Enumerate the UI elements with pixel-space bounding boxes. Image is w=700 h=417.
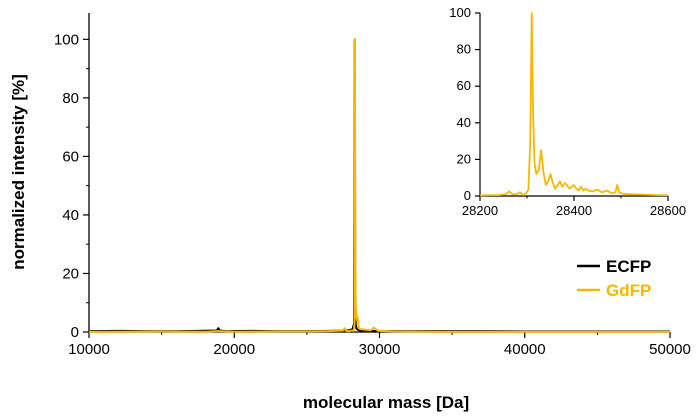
legend: ECFP GdFP bbox=[577, 257, 651, 300]
x-axis-title: molecular mass [Da] bbox=[303, 393, 469, 412]
x-tick-label: 28200 bbox=[462, 203, 498, 218]
y-tick-label: 100 bbox=[54, 31, 79, 48]
x-tick-label: 20000 bbox=[213, 341, 255, 358]
inset-plot: 0 20 40 60 80 100 28200 28400 28600 bbox=[449, 5, 686, 218]
x-tick-label: 50000 bbox=[649, 341, 691, 358]
inset-series-lines bbox=[479, 12, 669, 197]
y-tick-label: 80 bbox=[457, 42, 471, 57]
series-line-gdfp bbox=[89, 38, 670, 333]
x-tick-label: 30000 bbox=[359, 341, 401, 358]
series-line-ecfp bbox=[88, 38, 670, 333]
x-tick-label: 28400 bbox=[556, 203, 592, 218]
y-tick-label: 20 bbox=[62, 265, 79, 282]
inset-y-ticks: 0 20 40 60 80 100 bbox=[449, 5, 480, 203]
inset-x-ticks: 28200 28400 28600 bbox=[462, 196, 686, 218]
series-lines bbox=[88, 38, 670, 333]
y-tick-label: 40 bbox=[457, 115, 471, 130]
y-tick-label: 0 bbox=[71, 324, 79, 341]
legend-label-ecfp: ECFP bbox=[606, 257, 651, 276]
y-tick-label: 60 bbox=[62, 148, 79, 165]
y-tick-label: 40 bbox=[62, 207, 79, 224]
legend-label-gdfp: GdFP bbox=[606, 281, 651, 300]
y-tick-label: 0 bbox=[464, 188, 471, 203]
x-ticks: 10000 20000 30000 40000 50000 bbox=[68, 332, 691, 358]
y-tick-label: 20 bbox=[457, 151, 471, 166]
y-tick-label: 80 bbox=[62, 90, 79, 107]
x-tick-label: 40000 bbox=[504, 341, 546, 358]
main-plot: 0 20 40 60 80 100 10000 20000 30000 40000 50000 m… bbox=[9, 13, 691, 412]
series-line-inset-0 bbox=[479, 12, 669, 197]
y-ticks: 0 20 40 60 80 100 bbox=[54, 31, 89, 341]
y-axis-title: normalized intensity [%] bbox=[9, 74, 28, 270]
y-tick-label: 60 bbox=[457, 78, 471, 93]
x-tick-label: 10000 bbox=[68, 341, 110, 358]
x-tick-label: 28600 bbox=[650, 203, 686, 218]
y-tick-label: 100 bbox=[449, 5, 471, 20]
